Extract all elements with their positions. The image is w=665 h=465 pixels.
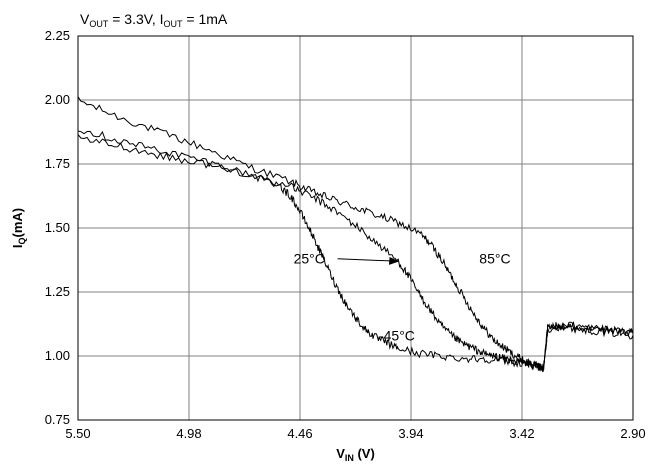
curve-label: 25°C xyxy=(294,251,325,267)
x-tick-label: 2.90 xyxy=(620,426,645,441)
title-sub: OUT xyxy=(163,19,183,29)
x-tick-labels: 5.50 4.98 4.46 3.94 3.42 2.90 xyxy=(65,426,645,441)
title-part: V xyxy=(80,11,90,27)
x-axis-label-main: V xyxy=(336,446,345,461)
y-axis-label: IQ(mA) xyxy=(10,208,27,248)
y-tick-label: 1.75 xyxy=(45,156,70,171)
x-tick-label: 3.42 xyxy=(509,426,534,441)
y-tick-label: 1.50 xyxy=(45,220,70,235)
x-axis-label-unit: (V) xyxy=(354,446,375,461)
title-part: = 3.3V, I xyxy=(108,11,163,27)
x-tick-label: 4.46 xyxy=(287,426,312,441)
y-tick-labels: 0.75 1.00 1.25 1.50 1.75 2.00 2.25 xyxy=(45,28,70,427)
series-lines xyxy=(77,96,634,373)
y-tick-label: 0.75 xyxy=(45,412,70,427)
series-line xyxy=(77,130,634,372)
x-axis-label: VIN (V) xyxy=(336,446,375,463)
curve-label: 85°C xyxy=(479,251,510,267)
x-axis-label-sub: IN xyxy=(345,453,354,463)
y-axis-label-unit: (mA) xyxy=(10,208,25,238)
y-axis-label-main: I xyxy=(10,245,25,249)
chart-title: VOUT = 3.3V, IOUT = 1mA xyxy=(80,11,228,29)
curve-label: -45°C xyxy=(379,328,415,344)
title-part: = 1mA xyxy=(182,11,227,27)
title-sub: OUT xyxy=(89,19,109,29)
x-tick-label: 5.50 xyxy=(65,426,90,441)
y-tick-label: 1.25 xyxy=(45,284,70,299)
plot-frame xyxy=(77,35,634,421)
x-tick-label: 3.94 xyxy=(398,426,423,441)
y-tick-label: 2.00 xyxy=(45,92,70,107)
y-axis-label-sub: Q xyxy=(17,237,27,244)
y-tick-label: 1.00 xyxy=(45,348,70,363)
annotation-arrow xyxy=(337,256,400,265)
series-line xyxy=(77,134,634,373)
annotations: 85°C 25°C -45°C xyxy=(294,251,511,344)
x-tick-label: 4.98 xyxy=(176,426,201,441)
series-line xyxy=(77,96,634,372)
y-tick-label: 2.25 xyxy=(45,28,70,43)
